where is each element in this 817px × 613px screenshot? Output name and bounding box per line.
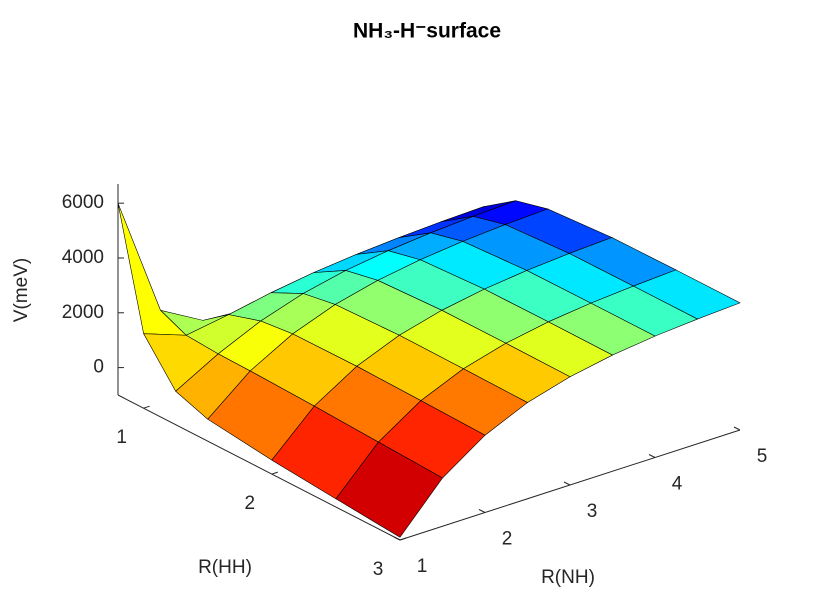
z-tick-label: 4000 [62, 247, 104, 268]
y-tick-label: 1 [116, 427, 127, 448]
x-tick-label: 3 [587, 501, 598, 522]
x-tick [563, 481, 571, 486]
chart-title: NH₃-H⁻surface [353, 20, 501, 43]
x-tick [733, 426, 741, 431]
y-tick-label: 2 [245, 493, 256, 514]
y-tick [143, 405, 150, 409]
z-tick-label: 6000 [62, 192, 104, 213]
x-tick-label: 1 [417, 556, 428, 577]
z-axis-label: V(meV) [11, 258, 32, 322]
y-tick [271, 471, 278, 475]
x-tick [648, 454, 656, 458]
z-tick-label: 2000 [62, 302, 104, 323]
z-tick-label: 0 [93, 357, 104, 378]
x-tick-label: 4 [672, 474, 683, 495]
x-tick-label: 5 [757, 446, 768, 467]
y-tick-label: 3 [373, 559, 384, 580]
x-axis-label: R(NH) [541, 567, 595, 588]
x-tick-label: 2 [502, 529, 513, 550]
y-axis [117, 394, 401, 541]
surface-patch [335, 441, 443, 538]
x-tick [393, 536, 401, 541]
y-tick [399, 537, 407, 541]
x-tick [478, 509, 486, 513]
y-axis-label: R(HH) [198, 557, 252, 578]
